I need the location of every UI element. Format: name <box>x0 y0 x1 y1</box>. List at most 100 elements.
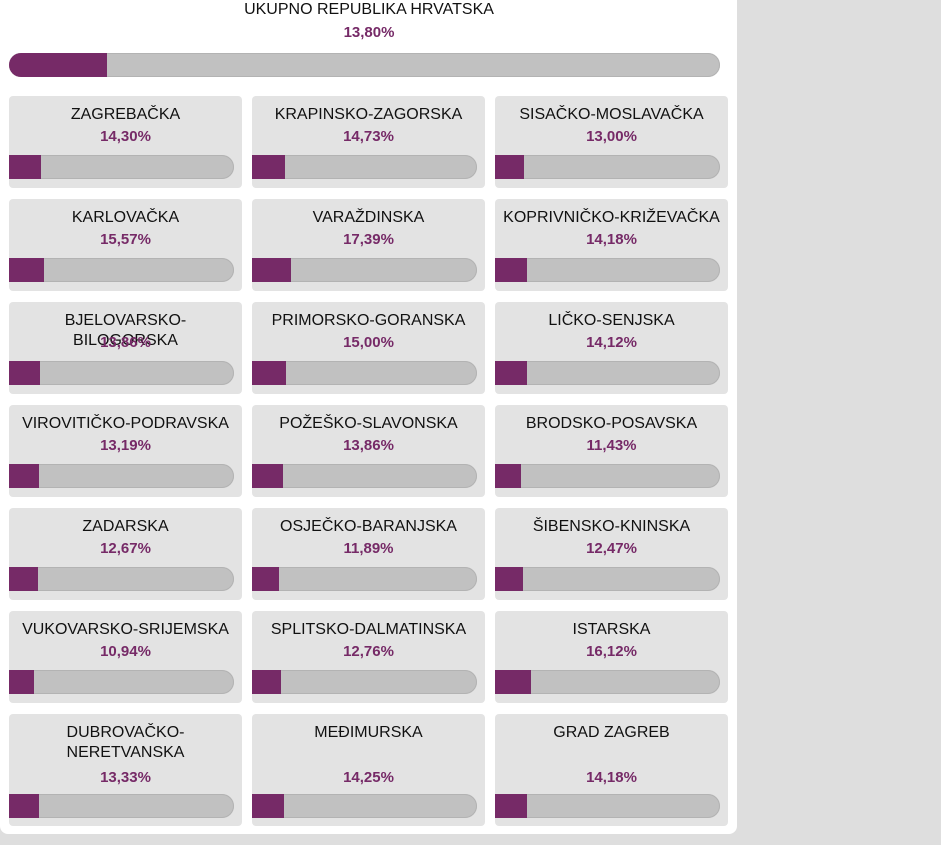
county-name: ISTARSKA <box>572 621 651 638</box>
county-progress-fill <box>9 670 34 694</box>
county-value: 10,94% <box>100 643 151 660</box>
county-progress-bar <box>495 567 720 591</box>
county-card: DUBROVAČKO-NERETVANSKA 13,33% <box>9 714 242 826</box>
county-name: BRODSKO-POSAVSKA <box>525 415 698 432</box>
county-progress-fill <box>495 361 527 385</box>
county-progress-fill <box>495 258 527 282</box>
county-progress-bar <box>252 464 477 488</box>
county-card: VUKOVARSKO-SRIJEMSKA 10,94% <box>9 611 242 703</box>
county-name: DUBROVAČKO-NERETVANSKA <box>66 724 185 761</box>
county-progress-fill <box>9 794 39 818</box>
county-value: 15,00% <box>343 334 394 351</box>
county-value: 14,25% <box>343 769 394 786</box>
county-card: SPLITSKO-DALMATINSKA 12,76% <box>252 611 485 703</box>
county-progress-bar <box>495 155 720 179</box>
county-value: 13,86% <box>100 334 151 351</box>
county-progress-fill <box>495 155 525 179</box>
total-title: UKUPNO REPUBLIKA HRVATSKA <box>244 1 494 18</box>
county-card: ŠIBENSKO-KNINSKA 12,47% <box>495 508 728 600</box>
county-value: 12,67% <box>100 540 151 557</box>
county-progress-fill <box>9 361 41 385</box>
county-name: PRIMORSKO-GORANSKA <box>271 312 466 329</box>
county-card: SISAČKO-MOSLAVAČKA 13,00% <box>495 96 728 188</box>
county-value: 14,18% <box>586 769 637 786</box>
county-value: 14,12% <box>586 334 637 351</box>
county-name: POŽEŠKO-SLAVONSKA <box>279 415 458 432</box>
county-progress-bar <box>9 258 234 282</box>
county-progress-fill <box>252 794 285 818</box>
county-name: GRAD ZAGREB <box>553 724 670 741</box>
county-card: VIROVITIČKO-PODRAVSKA 13,19% <box>9 405 242 497</box>
county-value: 11,43% <box>586 437 637 454</box>
county-progress-fill <box>495 794 527 818</box>
county-value: 14,73% <box>343 128 394 145</box>
county-progress-bar <box>252 670 477 694</box>
county-progress-fill <box>9 567 38 591</box>
county-name: VUKOVARSKO-SRIJEMSKA <box>22 621 229 638</box>
county-card: VARAŽDINSKA 17,39% <box>252 199 485 291</box>
county-value: 13,00% <box>586 128 637 145</box>
county-progress-fill <box>252 258 292 282</box>
county-progress-bar <box>252 567 477 591</box>
county-value: 12,47% <box>586 540 637 557</box>
county-card: PRIMORSKO-GORANSKA 15,00% <box>252 302 485 394</box>
county-progress-bar <box>252 258 477 282</box>
county-card: MEĐIMURSKA 14,25% <box>252 714 485 826</box>
county-progress-fill <box>495 567 524 591</box>
county-card: POŽEŠKO-SLAVONSKA 13,86% <box>252 405 485 497</box>
county-progress-bar <box>9 155 234 179</box>
county-card: ISTARSKA 16,12% <box>495 611 728 703</box>
county-progress-fill <box>9 155 42 179</box>
county-name: ZADARSKA <box>82 518 169 535</box>
county-name: OSJEČKO-BARANJSKA <box>280 518 457 535</box>
county-value: 15,57% <box>100 231 151 248</box>
county-progress-bar <box>495 361 720 385</box>
county-progress-bar <box>252 794 477 818</box>
county-name: ZAGREBAČKA <box>70 106 181 123</box>
county-progress-fill <box>252 567 279 591</box>
total-value: 13,80% <box>343 24 395 41</box>
county-progress-bar <box>495 670 720 694</box>
county-progress-bar <box>9 361 234 385</box>
county-progress-bar <box>252 155 477 179</box>
county-card: KRAPINSKO-ZAGORSKA 14,73% <box>252 96 485 188</box>
county-progress-fill <box>252 361 286 385</box>
county-name: ŠIBENSKO-KNINSKA <box>532 518 691 535</box>
county-card: ZAGREBAČKA 14,30% <box>9 96 242 188</box>
county-progress-bar <box>9 794 234 818</box>
county-name: KRAPINSKO-ZAGORSKA <box>274 106 463 123</box>
county-value: 14,18% <box>586 231 637 248</box>
county-card: KOPRIVNIČKO-KRIŽEVAČKA 14,18% <box>495 199 728 291</box>
county-value: 13,33% <box>100 769 151 786</box>
county-value: 14,30% <box>100 128 151 145</box>
county-progress-bar <box>495 794 720 818</box>
county-progress-fill <box>495 464 521 488</box>
county-value: 11,89% <box>343 540 394 557</box>
county-progress-fill <box>495 670 532 694</box>
county-name: VARAŽDINSKA <box>312 209 425 226</box>
county-progress-bar <box>9 670 234 694</box>
county-name: VIROVITIČKO-PODRAVSKA <box>22 415 229 432</box>
county-progress-fill <box>9 464 39 488</box>
total-progress-fill <box>9 53 108 77</box>
county-progress-bar <box>9 464 234 488</box>
county-progress-bar <box>495 464 720 488</box>
county-card: GRAD ZAGREB 14,18% <box>495 714 728 826</box>
county-name: KARLOVAČKA <box>71 209 180 226</box>
county-name: BJELOVARSKO-BILOGORSKA <box>64 312 187 349</box>
county-value: 13,19% <box>100 437 151 454</box>
county-name: SISAČKO-MOSLAVAČKA <box>519 106 704 123</box>
county-card: BJELOVARSKO-BILOGORSKA 13,86% <box>9 302 242 394</box>
county-name: LIČKO-SENJSKA <box>548 312 675 329</box>
county-card: OSJEČKO-BARANJSKA 11,89% <box>252 508 485 600</box>
county-name: KOPRIVNIČKO-KRIŽEVAČKA <box>503 209 720 226</box>
county-value: 17,39% <box>343 231 394 248</box>
county-card: LIČKO-SENJSKA 14,12% <box>495 302 728 394</box>
county-name: MEĐIMURSKA <box>314 724 423 741</box>
county-value: 13,86% <box>343 437 394 454</box>
county-progress-fill <box>252 464 284 488</box>
county-value: 12,76% <box>343 643 394 660</box>
county-progress-bar <box>9 567 234 591</box>
county-card: BRODSKO-POSAVSKA 11,43% <box>495 405 728 497</box>
county-progress-fill <box>252 155 286 179</box>
